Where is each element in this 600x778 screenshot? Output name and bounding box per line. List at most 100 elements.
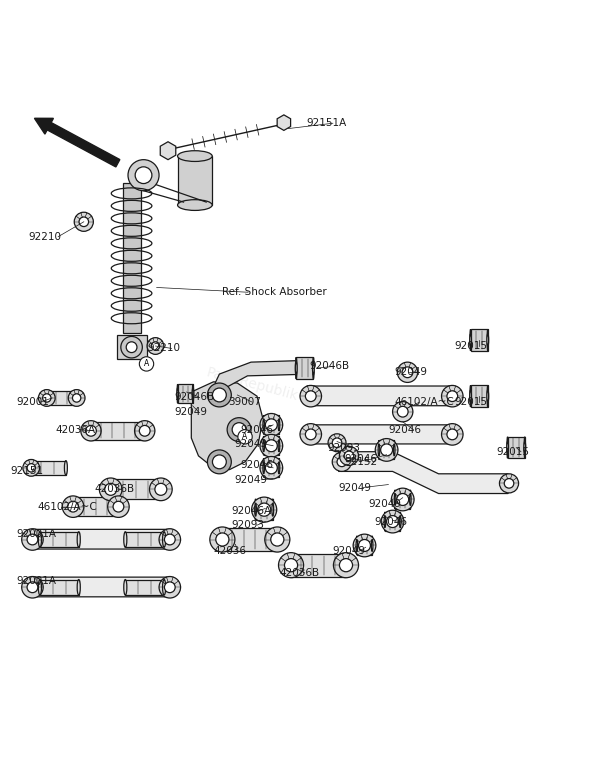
Circle shape [27,464,35,472]
Circle shape [340,559,353,572]
Ellipse shape [356,536,358,555]
Ellipse shape [394,490,395,509]
Circle shape [334,552,359,578]
Circle shape [105,483,116,496]
Circle shape [210,527,235,552]
Circle shape [79,217,89,226]
Ellipse shape [487,385,488,407]
Ellipse shape [38,531,41,547]
Ellipse shape [394,444,395,456]
Bar [395,490,410,509]
Text: A: A [144,359,149,369]
Bar [40,580,79,595]
Ellipse shape [163,580,166,595]
Ellipse shape [470,334,472,346]
Circle shape [251,497,277,522]
Circle shape [397,406,408,417]
Circle shape [227,418,251,442]
Circle shape [305,391,316,401]
Text: 92049: 92049 [235,475,268,485]
Bar [178,384,193,403]
Ellipse shape [163,531,166,547]
Bar [40,531,79,547]
Circle shape [74,212,94,231]
Polygon shape [26,577,176,597]
Polygon shape [215,360,313,391]
Circle shape [139,357,154,371]
Ellipse shape [379,440,380,460]
Ellipse shape [263,415,265,434]
Ellipse shape [71,497,74,517]
Ellipse shape [43,391,46,405]
Ellipse shape [124,531,127,547]
Ellipse shape [38,580,41,595]
Circle shape [402,367,413,377]
Ellipse shape [313,357,314,379]
Polygon shape [336,452,512,493]
Ellipse shape [295,357,297,379]
Bar [178,156,212,205]
Text: 92046: 92046 [240,461,273,471]
Ellipse shape [109,479,112,499]
Text: 42036: 42036 [214,546,247,556]
Circle shape [121,336,142,358]
Circle shape [265,419,277,431]
Circle shape [380,444,392,456]
Circle shape [151,342,160,350]
Circle shape [328,434,346,452]
FancyArrow shape [34,118,120,167]
Bar [296,357,313,379]
Text: 92046B: 92046B [309,361,349,371]
Circle shape [442,424,463,445]
Ellipse shape [410,490,411,509]
Bar [379,440,394,460]
Text: 42036A: 42036A [55,425,95,435]
Text: 46102/A~C: 46102/A~C [394,397,454,407]
Ellipse shape [263,419,265,431]
Circle shape [391,488,414,511]
Circle shape [134,421,155,441]
Ellipse shape [263,440,265,452]
Ellipse shape [487,391,488,402]
Circle shape [27,534,38,545]
Text: 92210: 92210 [148,343,181,353]
Ellipse shape [278,458,280,478]
Bar [385,512,400,531]
Bar [263,436,279,455]
Ellipse shape [487,334,488,346]
Circle shape [504,478,514,488]
Ellipse shape [77,580,80,595]
Polygon shape [277,115,290,131]
Ellipse shape [278,415,280,434]
Ellipse shape [400,512,401,531]
Text: 92093: 92093 [327,443,360,453]
Circle shape [68,501,79,512]
Bar [470,385,488,407]
Circle shape [340,447,359,465]
Circle shape [208,450,232,474]
Ellipse shape [410,493,411,506]
Bar [290,554,346,576]
Text: 92049: 92049 [339,482,372,492]
Ellipse shape [255,503,256,517]
Text: 92049: 92049 [235,439,268,449]
Circle shape [81,421,101,441]
Text: 42036B: 42036B [94,485,134,494]
Circle shape [159,576,181,598]
Text: 92015: 92015 [454,397,487,407]
Polygon shape [305,425,457,444]
Circle shape [126,342,137,352]
Ellipse shape [394,493,396,506]
Ellipse shape [371,536,373,555]
Circle shape [386,516,398,527]
Bar [125,580,164,595]
Ellipse shape [278,440,280,452]
Circle shape [232,422,246,436]
Ellipse shape [117,497,121,517]
Text: 92152: 92152 [345,457,378,467]
Ellipse shape [263,436,265,455]
Text: 92049: 92049 [394,367,427,377]
Text: 46102/A~C: 46102/A~C [37,502,97,512]
Circle shape [23,460,40,476]
Ellipse shape [278,419,280,431]
